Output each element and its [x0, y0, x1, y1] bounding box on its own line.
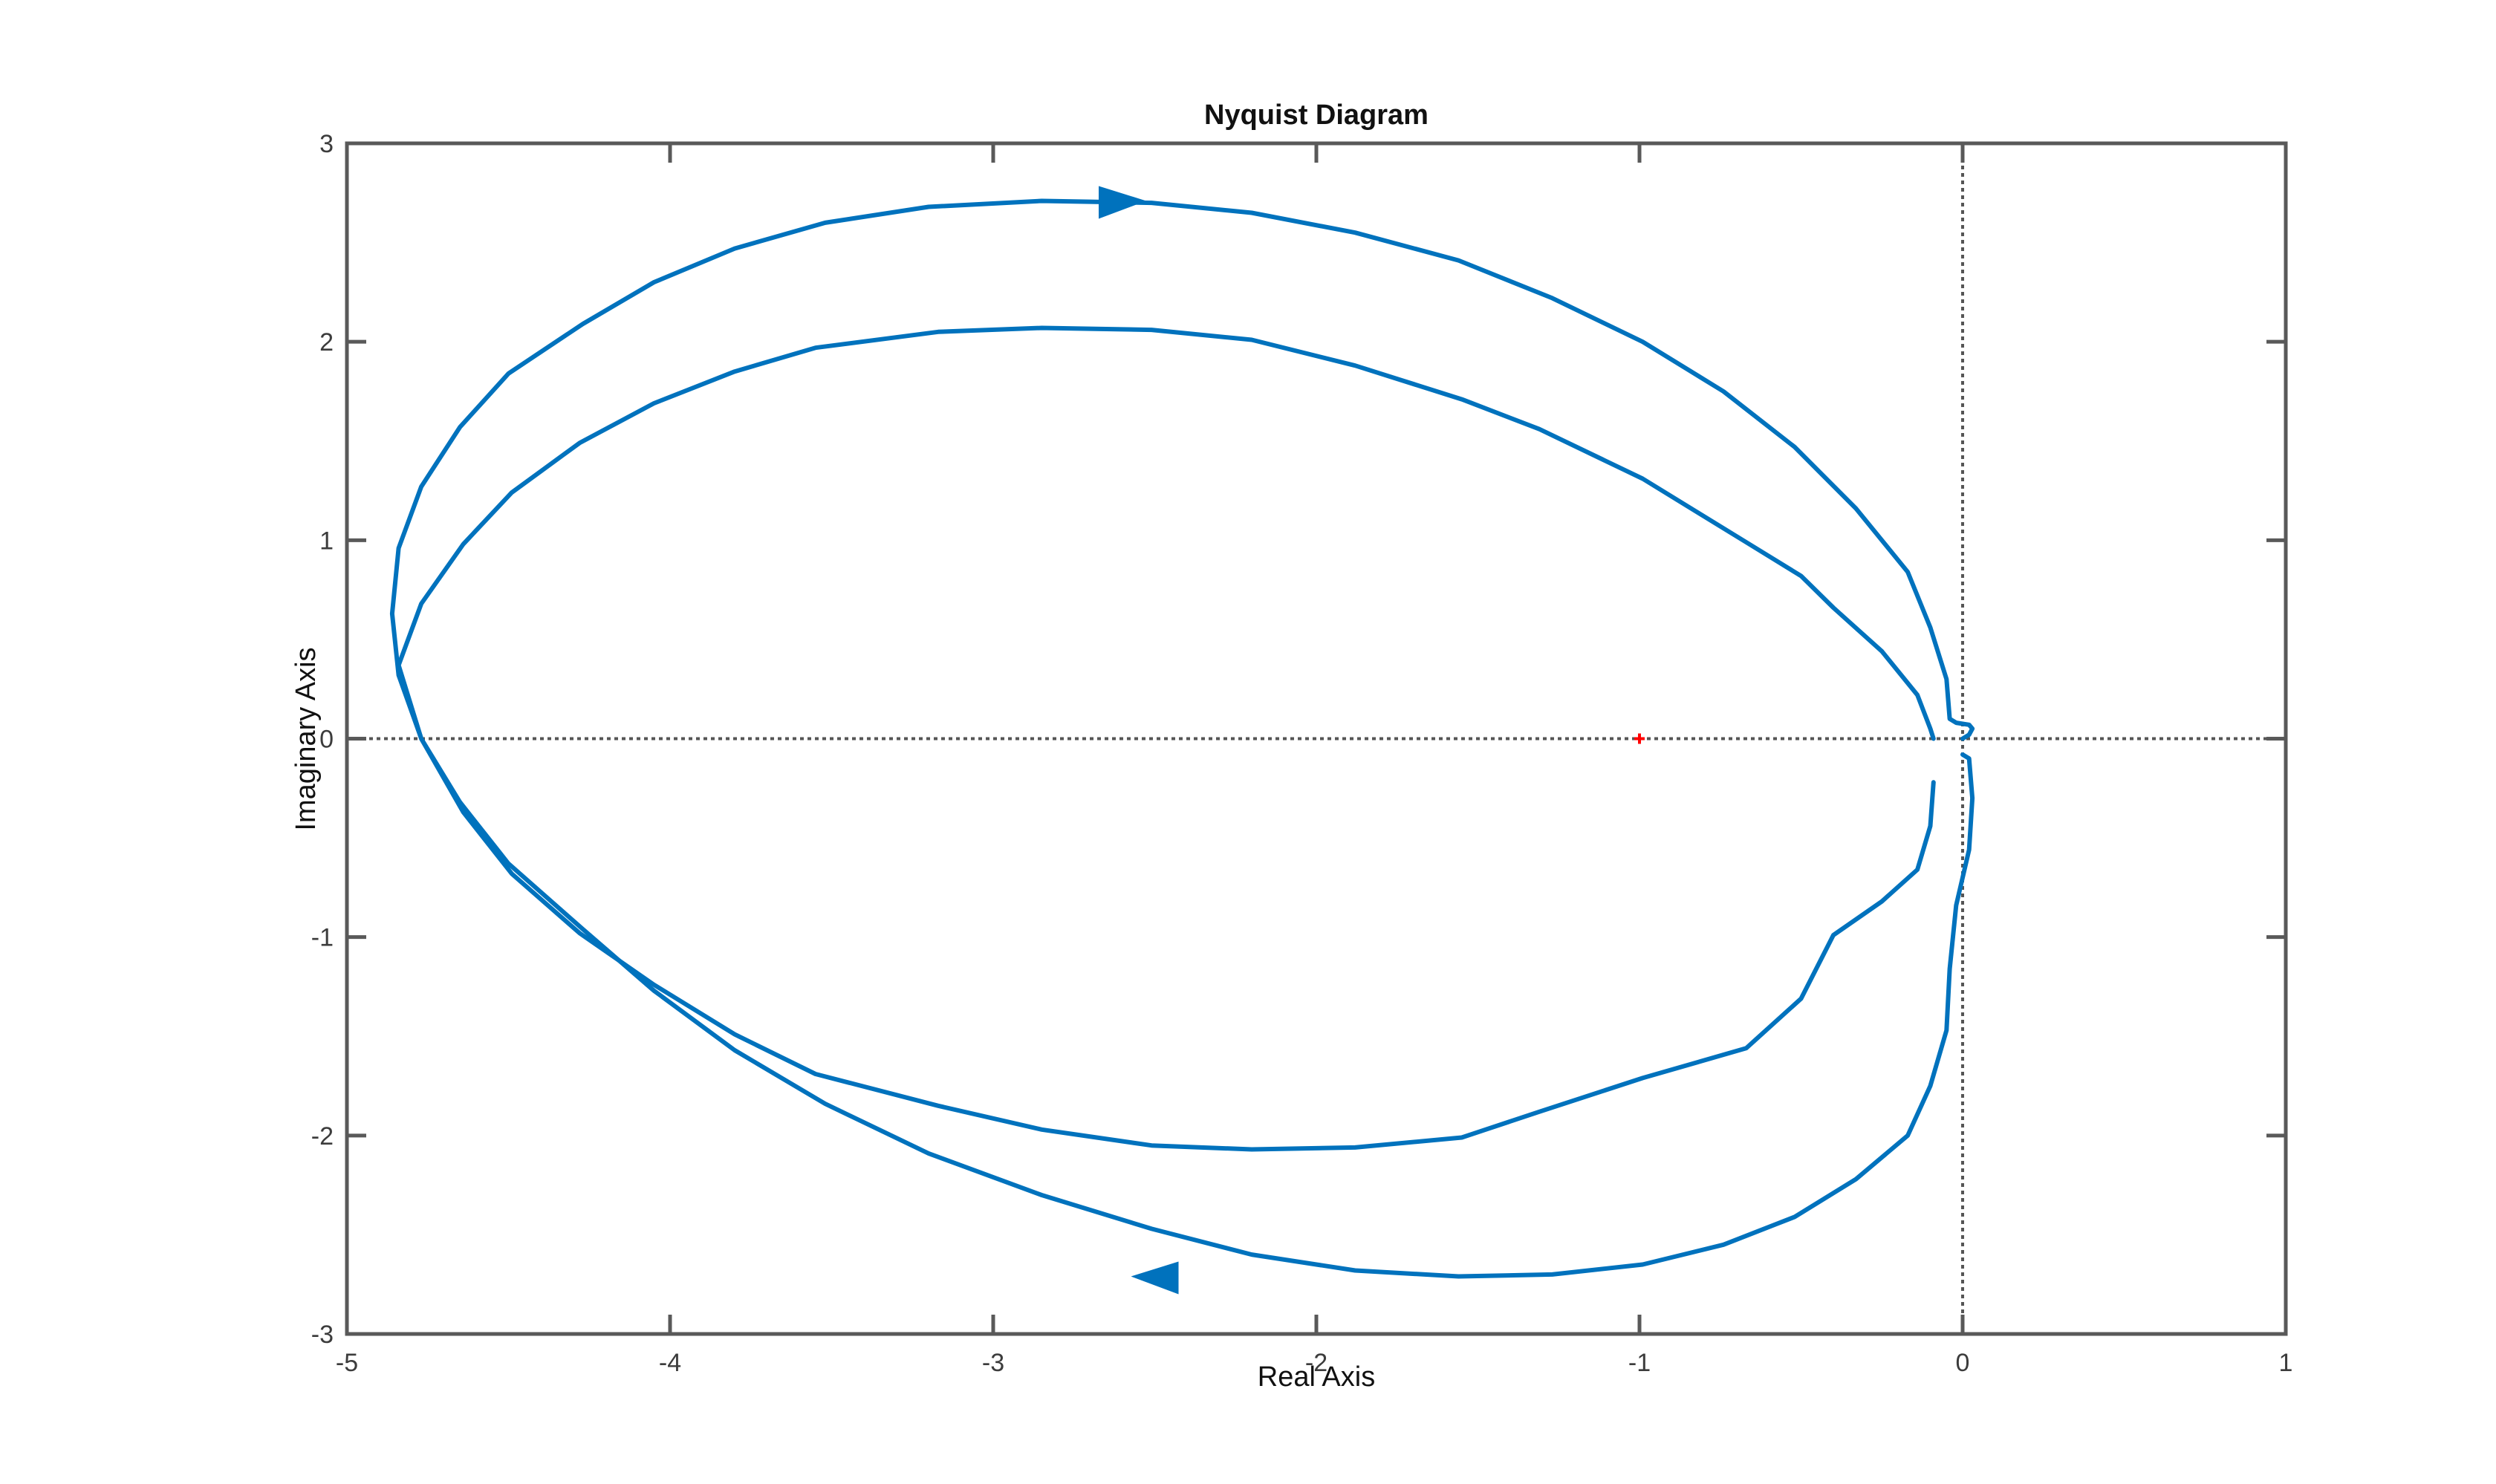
direction-arrow-left [1131, 1261, 1179, 1295]
tick-labels: -5 -4 -3 -2 -1 0 1 -3 -2 -1 0 1 2 3 [311, 130, 2293, 1377]
x-tick-label: -5 [336, 1349, 358, 1377]
y-tick-label: -2 [311, 1122, 334, 1151]
direction-arrow-right [1099, 186, 1146, 219]
y-tick-label: -3 [311, 1321, 334, 1349]
y-tick-label: 3 [319, 130, 334, 158]
x-axis-label: Real Axis [1258, 1361, 1375, 1393]
chart-title: Nyquist Diagram [1204, 100, 1429, 131]
x-tick-label: -3 [982, 1349, 1004, 1377]
x-tick-label: -1 [1628, 1349, 1651, 1377]
y-tick-label: 2 [319, 328, 334, 357]
y-tick-label: 0 [319, 726, 334, 754]
markers [1099, 186, 1645, 1295]
axes-box [345, 141, 2288, 1336]
nyquist-curve-2 [396, 325, 1936, 1152]
x-tick-label: -4 [659, 1349, 681, 1377]
y-tick-label: -1 [311, 924, 334, 952]
x-tick-label: -2 [1305, 1349, 1327, 1377]
y-axis-label: Imaginary Axis [290, 647, 322, 830]
x-tick-label: 1 [2279, 1349, 2293, 1377]
y-tick-label: 1 [319, 527, 334, 555]
x-tick-label: 0 [1956, 1349, 1970, 1377]
nyquist-curve-1 [389, 198, 1975, 1279]
nyquist-curves [389, 198, 1975, 1279]
